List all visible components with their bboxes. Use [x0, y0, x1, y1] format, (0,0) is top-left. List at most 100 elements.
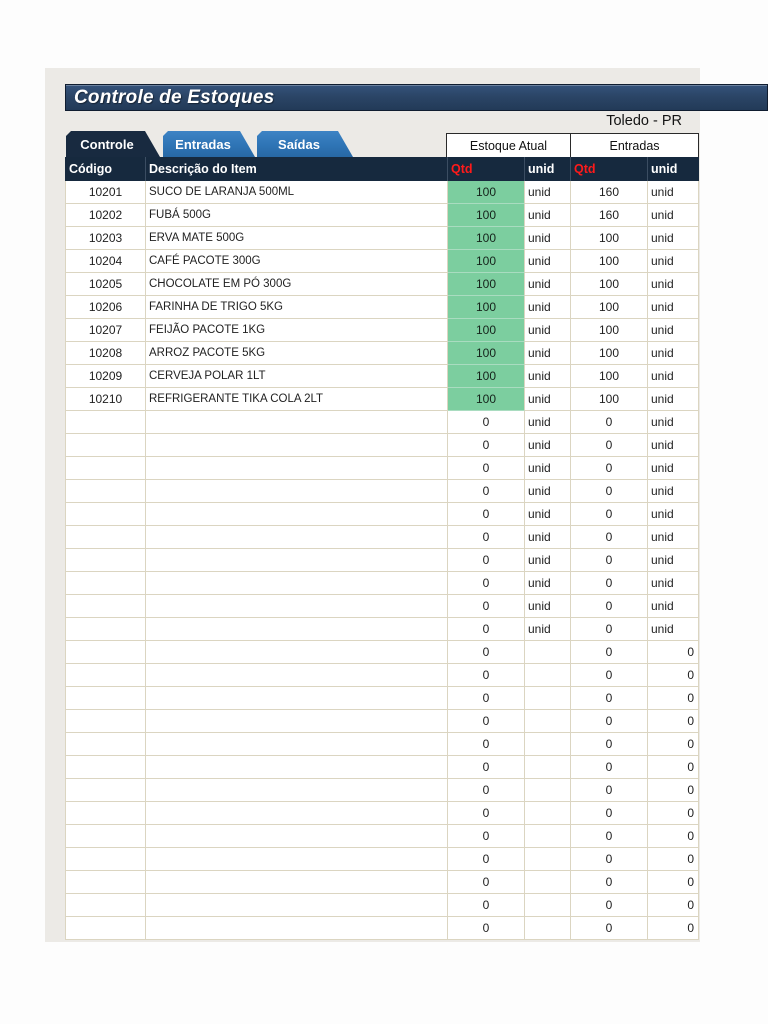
cell-stock-qty[interactable]: 100	[448, 388, 525, 411]
cell-entry-unit[interactable]: 0	[648, 848, 699, 871]
cell-code[interactable]	[66, 687, 146, 710]
cell-stock-unit[interactable]	[525, 894, 571, 917]
cell-description[interactable]	[146, 641, 448, 664]
cell-entry-unit[interactable]: unid	[648, 204, 699, 227]
cell-stock-unit[interactable]	[525, 710, 571, 733]
cell-code[interactable]: 10209	[66, 365, 146, 388]
cell-entry-qty[interactable]: 160	[571, 181, 648, 204]
cell-stock-qty[interactable]: 0	[448, 595, 525, 618]
cell-entry-unit[interactable]: unid	[648, 388, 699, 411]
cell-stock-unit[interactable]: unid	[525, 227, 571, 250]
cell-entry-qty[interactable]: 0	[571, 710, 648, 733]
cell-code[interactable]	[66, 503, 146, 526]
cell-stock-unit[interactable]: unid	[525, 250, 571, 273]
cell-entry-qty[interactable]: 0	[571, 411, 648, 434]
cell-description[interactable]: CERVEJA POLAR 1LT	[146, 365, 448, 388]
cell-stock-unit[interactable]	[525, 756, 571, 779]
cell-description[interactable]	[146, 756, 448, 779]
cell-stock-qty[interactable]: 0	[448, 664, 525, 687]
cell-entry-unit[interactable]: unid	[648, 457, 699, 480]
cell-stock-unit[interactable]: unid	[525, 296, 571, 319]
cell-stock-qty[interactable]: 0	[448, 756, 525, 779]
cell-description[interactable]	[146, 664, 448, 687]
cell-entry-unit[interactable]: 0	[648, 687, 699, 710]
cell-entry-unit[interactable]: 0	[648, 802, 699, 825]
cell-stock-unit[interactable]: unid	[525, 342, 571, 365]
cell-entry-unit[interactable]: unid	[648, 273, 699, 296]
cell-entry-qty[interactable]: 0	[571, 894, 648, 917]
cell-stock-qty[interactable]: 0	[448, 871, 525, 894]
cell-stock-qty[interactable]: 0	[448, 457, 525, 480]
cell-entry-qty[interactable]: 0	[571, 871, 648, 894]
cell-description[interactable]	[146, 779, 448, 802]
cell-stock-qty[interactable]: 100	[448, 296, 525, 319]
cell-code[interactable]	[66, 595, 146, 618]
cell-code[interactable]: 10206	[66, 296, 146, 319]
cell-entry-qty[interactable]: 0	[571, 687, 648, 710]
cell-stock-qty[interactable]: 0	[448, 480, 525, 503]
cell-description[interactable]: REFRIGERANTE TIKA COLA 2LT	[146, 388, 448, 411]
cell-entry-unit[interactable]: 0	[648, 894, 699, 917]
cell-stock-unit[interactable]	[525, 802, 571, 825]
cell-description[interactable]: ARROZ PACOTE 5KG	[146, 342, 448, 365]
cell-code[interactable]	[66, 434, 146, 457]
cell-stock-unit[interactable]: unid	[525, 181, 571, 204]
cell-stock-qty[interactable]: 100	[448, 365, 525, 388]
cell-description[interactable]	[146, 549, 448, 572]
cell-code[interactable]	[66, 710, 146, 733]
cell-stock-qty[interactable]: 0	[448, 848, 525, 871]
cell-description[interactable]	[146, 434, 448, 457]
cell-stock-unit[interactable]: unid	[525, 411, 571, 434]
cell-stock-qty[interactable]: 0	[448, 503, 525, 526]
cell-entry-qty[interactable]: 160	[571, 204, 648, 227]
cell-code[interactable]	[66, 894, 146, 917]
cell-entry-qty[interactable]: 0	[571, 503, 648, 526]
cell-stock-unit[interactable]	[525, 641, 571, 664]
cell-description[interactable]	[146, 411, 448, 434]
cell-entry-unit[interactable]: unid	[648, 526, 699, 549]
cell-stock-qty[interactable]: 100	[448, 319, 525, 342]
cell-stock-unit[interactable]: unid	[525, 365, 571, 388]
cell-entry-qty[interactable]: 0	[571, 618, 648, 641]
cell-stock-qty[interactable]: 100	[448, 204, 525, 227]
cell-entry-qty[interactable]: 0	[571, 664, 648, 687]
cell-entry-unit[interactable]: 0	[648, 756, 699, 779]
cell-description[interactable]	[146, 503, 448, 526]
cell-entry-qty[interactable]: 0	[571, 825, 648, 848]
cell-code[interactable]	[66, 802, 146, 825]
cell-stock-qty[interactable]: 0	[448, 687, 525, 710]
cell-code[interactable]	[66, 733, 146, 756]
cell-code[interactable]: 10210	[66, 388, 146, 411]
cell-entry-unit[interactable]: unid	[648, 618, 699, 641]
cell-description[interactable]	[146, 917, 448, 940]
cell-description[interactable]: CAFÉ PACOTE 300G	[146, 250, 448, 273]
cell-code[interactable]	[66, 756, 146, 779]
cell-stock-unit[interactable]	[525, 825, 571, 848]
tab-entradas[interactable]: Entradas	[163, 131, 255, 157]
cell-stock-unit[interactable]: unid	[525, 595, 571, 618]
cell-stock-qty[interactable]: 100	[448, 181, 525, 204]
cell-stock-qty[interactable]: 0	[448, 641, 525, 664]
cell-entry-qty[interactable]: 100	[571, 342, 648, 365]
cell-stock-qty[interactable]: 100	[448, 227, 525, 250]
cell-entry-unit[interactable]: unid	[648, 181, 699, 204]
cell-description[interactable]	[146, 894, 448, 917]
cell-stock-qty[interactable]: 0	[448, 618, 525, 641]
cell-entry-unit[interactable]: unid	[648, 595, 699, 618]
cell-entry-unit[interactable]: 0	[648, 917, 699, 940]
cell-description[interactable]: SUCO DE LARANJA 500ML	[146, 181, 448, 204]
cell-code[interactable]	[66, 572, 146, 595]
cell-stock-qty[interactable]: 0	[448, 733, 525, 756]
cell-code[interactable]	[66, 825, 146, 848]
cell-description[interactable]	[146, 687, 448, 710]
cell-entry-qty[interactable]: 0	[571, 733, 648, 756]
cell-stock-qty[interactable]: 100	[448, 273, 525, 296]
cell-entry-qty[interactable]: 0	[571, 457, 648, 480]
cell-entry-qty[interactable]: 0	[571, 779, 648, 802]
cell-stock-unit[interactable]: unid	[525, 549, 571, 572]
cell-stock-unit[interactable]: unid	[525, 526, 571, 549]
cell-description[interactable]	[146, 457, 448, 480]
cell-entry-qty[interactable]: 0	[571, 572, 648, 595]
cell-stock-qty[interactable]: 0	[448, 572, 525, 595]
cell-stock-qty[interactable]: 0	[448, 411, 525, 434]
